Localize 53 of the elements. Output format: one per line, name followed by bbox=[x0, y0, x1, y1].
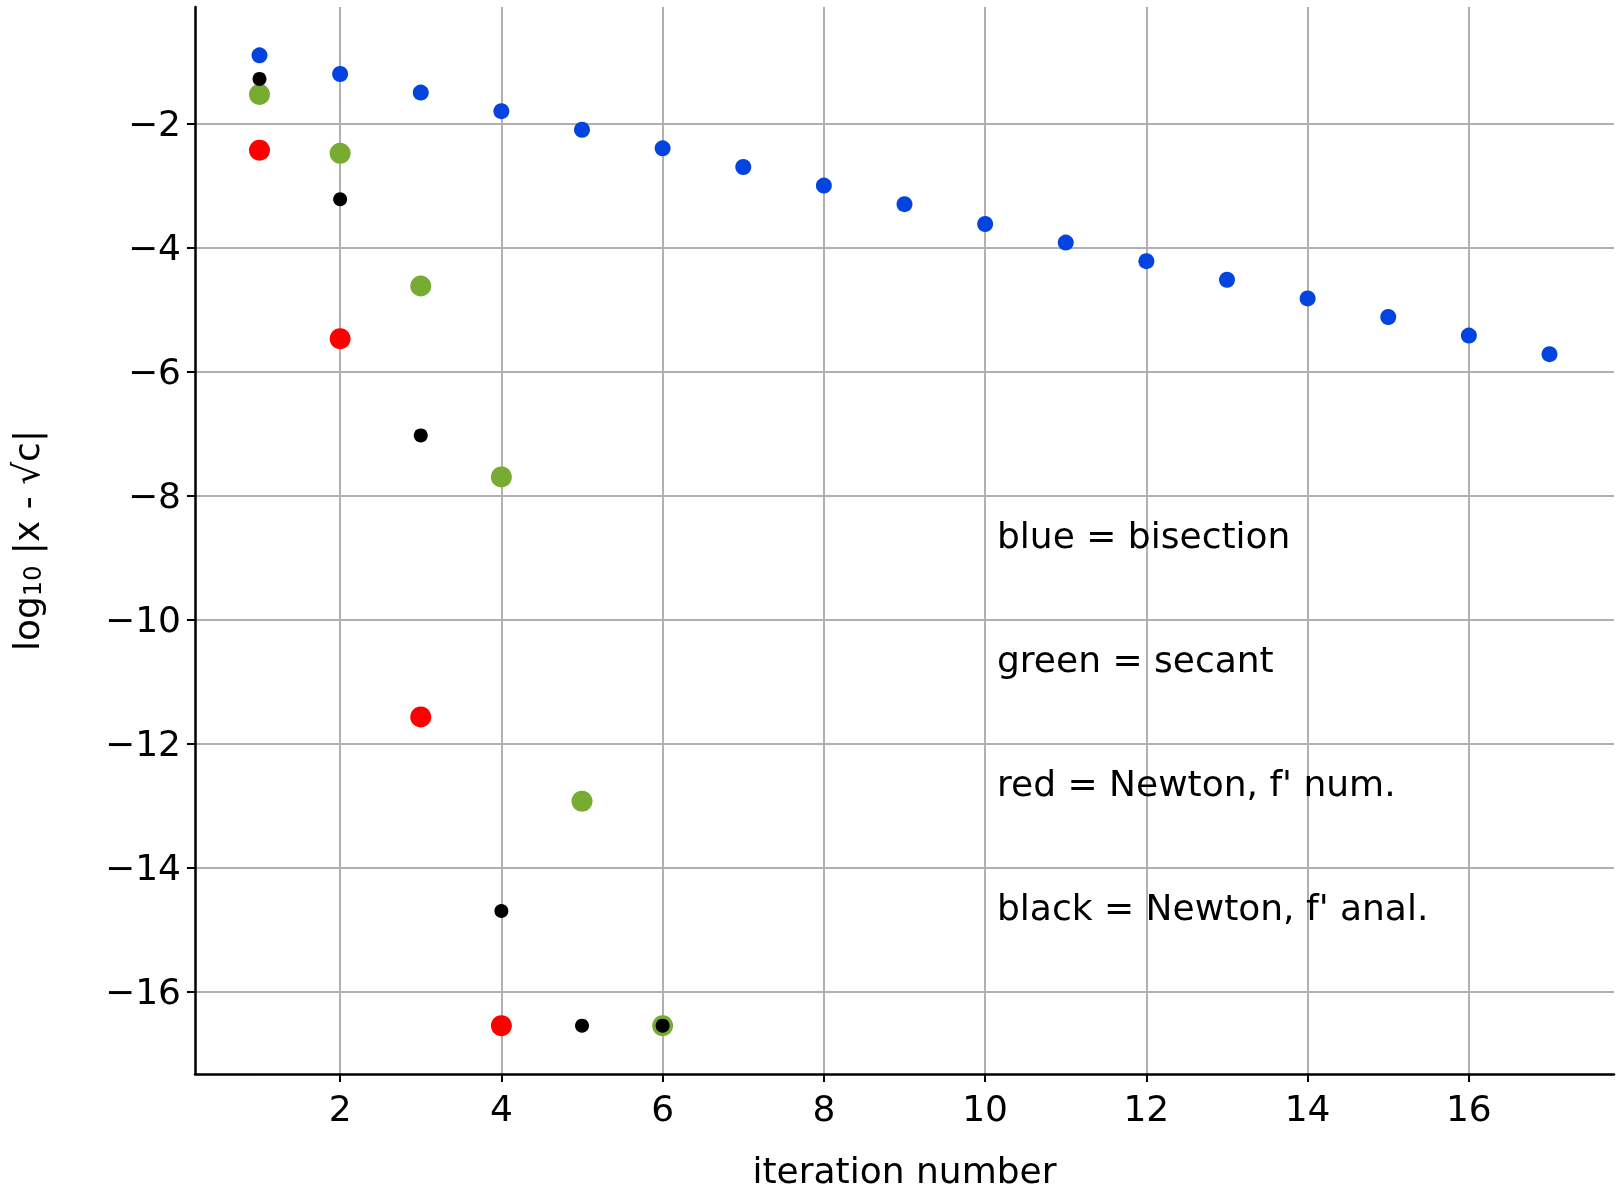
point bbox=[252, 71, 267, 86]
point bbox=[1057, 234, 1074, 251]
point bbox=[654, 140, 671, 157]
point bbox=[329, 142, 351, 164]
x-tick-label: 10 bbox=[962, 1087, 1009, 1129]
point bbox=[571, 790, 593, 812]
point bbox=[1380, 309, 1397, 325]
point bbox=[332, 65, 349, 82]
point bbox=[735, 158, 752, 175]
point bbox=[329, 328, 351, 350]
annotation: green = secant bbox=[997, 638, 1274, 680]
annotation: blue = bisection bbox=[997, 514, 1291, 556]
y-axis-title: log10 |x - √c| bbox=[5, 429, 48, 652]
x-tick-label: 16 bbox=[1445, 1087, 1492, 1129]
point bbox=[1541, 346, 1558, 363]
point bbox=[410, 275, 432, 297]
x-tick-label: 6 bbox=[651, 1087, 675, 1129]
y-tick-label: −10 bbox=[105, 599, 181, 641]
point bbox=[1138, 253, 1155, 270]
point bbox=[413, 428, 428, 443]
point bbox=[410, 706, 432, 728]
x-tick-label: 14 bbox=[1284, 1087, 1331, 1129]
point bbox=[977, 216, 994, 232]
y-tick-label: −16 bbox=[105, 971, 181, 1013]
y-tick-label: −6 bbox=[127, 351, 181, 393]
point bbox=[412, 84, 429, 101]
point bbox=[575, 1018, 589, 1033]
point bbox=[333, 192, 348, 207]
point bbox=[1219, 271, 1235, 288]
x-tick-label: 2 bbox=[328, 1087, 352, 1129]
x-tick-label: 4 bbox=[489, 1087, 513, 1129]
point bbox=[249, 139, 270, 161]
point bbox=[896, 196, 913, 213]
point bbox=[1460, 327, 1477, 344]
point bbox=[490, 1015, 512, 1037]
point bbox=[493, 103, 510, 120]
point bbox=[815, 177, 832, 194]
y-tick-label: −2 bbox=[127, 103, 181, 145]
point bbox=[490, 466, 512, 488]
y-tick-label: −12 bbox=[105, 723, 181, 765]
point bbox=[249, 83, 270, 105]
y-tick-label: −4 bbox=[127, 227, 181, 269]
annotation: red = Newton, f' num. bbox=[997, 762, 1396, 804]
point bbox=[494, 903, 509, 918]
y-tick-label: −14 bbox=[105, 847, 181, 889]
point bbox=[574, 121, 590, 138]
annotation: black = Newton, f' anal. bbox=[997, 886, 1429, 928]
y-tick-label: −8 bbox=[127, 475, 181, 517]
point bbox=[1299, 290, 1316, 307]
point bbox=[251, 47, 268, 64]
x-tick-label: 12 bbox=[1123, 1087, 1170, 1129]
x-axis-title: iteration number bbox=[752, 1149, 1057, 1191]
x-tick-label: 8 bbox=[812, 1087, 836, 1129]
